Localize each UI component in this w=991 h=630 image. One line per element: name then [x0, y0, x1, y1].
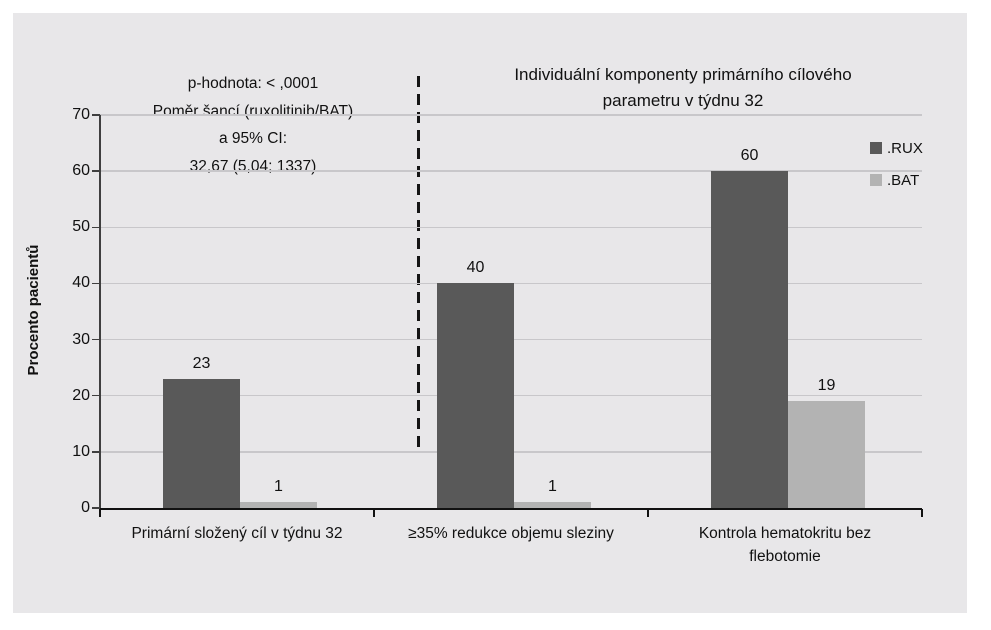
- legend-swatch-bat: [870, 174, 882, 186]
- chart-panel: p-hodnota: < ,0001 Poměr šancí (ruxoliti…: [13, 13, 967, 613]
- y-tick-label: 60: [72, 162, 90, 180]
- legend-swatch-rux: [870, 142, 882, 154]
- category-label-line: Primární složený cíl v týdnu 32: [131, 525, 343, 542]
- gridline: [100, 226, 922, 229]
- category-label: ≥35% redukce objemu sleziny: [371, 522, 651, 545]
- gridline: [100, 114, 922, 116]
- y-tick-label: 20: [72, 386, 90, 404]
- bar-bat: [788, 401, 865, 508]
- y-axis-line: [99, 115, 101, 508]
- bar-bat: [514, 502, 591, 508]
- y-axis-tick: [92, 114, 100, 116]
- bar-value-label: 60: [740, 147, 759, 165]
- gridline: [100, 170, 922, 172]
- y-axis-tick: [92, 451, 100, 453]
- bar-value-label: 19: [817, 377, 836, 395]
- chart-title-line-1: Individuální komponenty primárního cílov…: [514, 65, 852, 84]
- y-axis-tick: [92, 226, 100, 229]
- category-label: Kontrola hematokritu bez flebotomie: [645, 522, 925, 568]
- y-axis-tick: [92, 394, 100, 397]
- y-tick-label: 70: [72, 106, 90, 123]
- category-label-line: flebotomie: [749, 548, 821, 565]
- y-axis-title: Procento pacientů: [25, 244, 42, 376]
- y-tick-label: 40: [72, 274, 90, 292]
- legend: .RUX .BAT: [870, 139, 923, 189]
- chart-title-line-2: parametru v týdnu 32: [602, 91, 764, 110]
- bar-rux: [163, 378, 240, 508]
- x-axis-tick: [647, 509, 649, 517]
- annotation-line-pvalue: p-hodnota: < ,0001: [187, 75, 319, 92]
- annotation-line-ci-value: 32,67 (5,04; 1337): [189, 157, 317, 175]
- bar-value-label: 23: [192, 354, 211, 372]
- x-axis-line: [100, 507, 922, 510]
- x-axis-tick: [921, 509, 923, 517]
- annotation-line-ci: a 95% CI:: [218, 130, 288, 147]
- x-axis-tick: [99, 509, 101, 517]
- legend-item-bat: .BAT: [870, 171, 923, 189]
- legend-label-bat: .BAT: [887, 171, 920, 189]
- y-axis-tick: [92, 338, 100, 341]
- y-tick-label: 50: [72, 218, 90, 236]
- y-tick-label: 10: [72, 442, 90, 460]
- category-label-line: Kontrola hematokritu bez: [698, 525, 872, 542]
- y-axis-tick: [92, 170, 100, 172]
- category-label-line: ≥35% redukce objemu sleziny: [408, 525, 614, 542]
- y-axis-tick: [92, 507, 100, 509]
- bar-rux: [437, 283, 514, 508]
- bar-bat: [240, 502, 317, 508]
- legend-label-rux: .RUX: [887, 139, 923, 157]
- annotation-line-odds-ratio: Poměr šancí (ruxolitinib/BAT): [152, 102, 354, 120]
- dashed-separator-line: [417, 76, 420, 450]
- category-label: Primární složený cíl v týdnu 32: [97, 522, 377, 545]
- y-axis-tick: [92, 282, 100, 285]
- stats-annotation: p-hodnota: < ,0001 Poměr šancí (ruxoliti…: [98, 70, 408, 180]
- chart-title: Individuální komponenty primárního cílov…: [458, 62, 908, 114]
- bar-value-label: 40: [466, 259, 485, 277]
- bar-value-label: 1: [274, 478, 283, 496]
- x-axis-tick: [373, 509, 375, 517]
- bar-value-label: 1: [548, 478, 557, 496]
- y-tick-label: 0: [81, 499, 90, 516]
- legend-item-rux: .RUX: [870, 139, 923, 157]
- y-tick-label: 30: [72, 330, 90, 348]
- bar-rux: [711, 171, 788, 508]
